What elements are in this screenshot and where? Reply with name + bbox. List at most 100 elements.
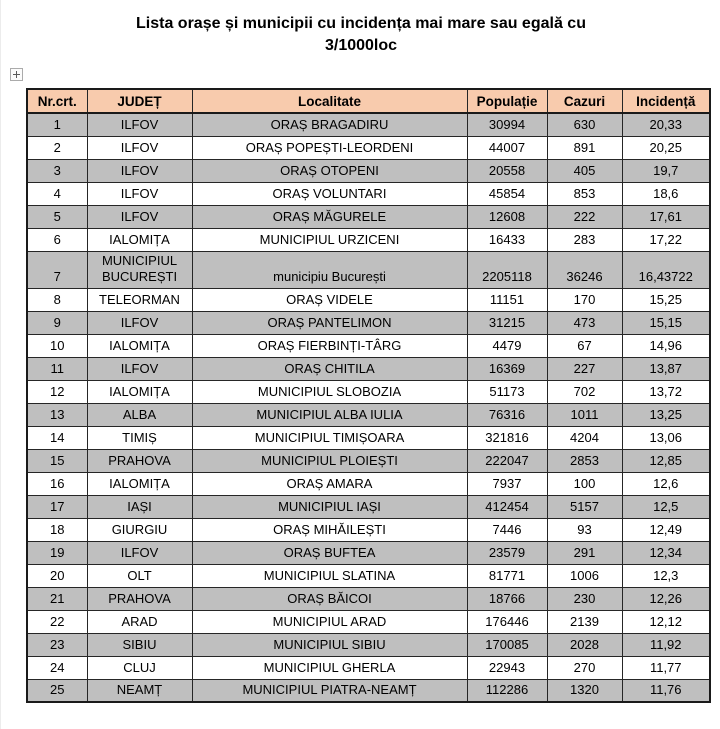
incidenta-cell: 15,15 (621, 310, 711, 335)
incidenta-cell: 12,85 (621, 448, 711, 473)
page-title: Lista orașe și municipii cu incidența ma… (1, 13, 720, 57)
row-number-cell: 6 (26, 227, 88, 252)
row-number-cell: 7 (26, 250, 88, 289)
table-row: 19 ILFOV ORAȘ BUFTEA 23579 291 12,34 (26, 540, 711, 565)
incidenta-cell: 12,49 (621, 517, 711, 542)
row-number-cell: 12 (26, 379, 88, 404)
cazuri-cell: 230 (546, 586, 623, 611)
table-row: 3 ILFOV ORAȘ OTOPENI 20558 405 19,7 (26, 158, 711, 183)
cazuri-cell: 4204 (546, 425, 623, 450)
cazuri-cell: 2139 (546, 609, 623, 634)
populatie-cell: 22943 (466, 655, 548, 680)
localitate-cell: MUNICIPIUL PLOIEȘTI (191, 448, 468, 473)
header-judet: JUDEȚ (86, 88, 193, 114)
localitate-cell: ORAȘ FIERBINȚI-TÂRG (191, 333, 468, 358)
judet-cell: MUNICIPIUL BUCUREȘTI (86, 250, 193, 289)
cazuri-cell: 5157 (546, 494, 623, 519)
table-row: 21 PRAHOVA ORAȘ BĂICOI 18766 230 12,26 (26, 586, 711, 611)
judet-cell: PRAHOVA (86, 586, 193, 611)
judet-cell: ILFOV (86, 135, 193, 160)
row-number-cell: 13 (26, 402, 88, 427)
cazuri-cell: 2028 (546, 632, 623, 657)
incidenta-cell: 15,25 (621, 287, 711, 312)
judet-cell: ILFOV (86, 181, 193, 206)
cazuri-cell: 222 (546, 204, 623, 229)
cazuri-cell: 891 (546, 135, 623, 160)
cazuri-cell: 1011 (546, 402, 623, 427)
localitate-cell: ORAȘ AMARA (191, 471, 468, 496)
table-row: 17 IAȘI MUNICIPIUL IAȘI 412454 5157 12,5 (26, 494, 711, 519)
populatie-cell: 23579 (466, 540, 548, 565)
table-row: 11 ILFOV ORAȘ CHITILA 16369 227 13,87 (26, 356, 711, 381)
populatie-cell: 170085 (466, 632, 548, 657)
table-row: 10 IALOMIȚA ORAȘ FIERBINȚI-TÂRG 4479 67 14,96 (26, 333, 711, 358)
populatie-cell: 2205118 (466, 250, 548, 289)
incidenta-cell: 11,76 (621, 678, 711, 703)
cazuri-cell: 67 (546, 333, 623, 358)
row-number-cell: 3 (26, 158, 88, 183)
localitate-cell: ORAȘ PANTELIMON (191, 310, 468, 335)
header-cazuri: Cazuri (546, 88, 623, 114)
cazuri-cell: 405 (546, 158, 623, 183)
row-number-cell: 16 (26, 471, 88, 496)
judet-cell: IALOMIȚA (86, 471, 193, 496)
cazuri-cell: 1006 (546, 563, 623, 588)
row-number-cell: 14 (26, 425, 88, 450)
table-row: 1 ILFOV ORAȘ BRAGADIRU 30994 630 20,33 (26, 112, 711, 137)
table-header: Nr.crt. JUDEȚ Localitate Populație Cazur… (26, 88, 711, 114)
row-number-cell: 17 (26, 494, 88, 519)
incidenta-cell: 11,92 (621, 632, 711, 657)
page-title-line1: Lista orașe și municipii cu incidența ma… (136, 15, 586, 32)
populatie-cell: 4479 (466, 333, 548, 358)
localitate-cell: ORAȘ MIHĂILEȘTI (191, 517, 468, 542)
table-row: 9 ILFOV ORAȘ PANTELIMON 31215 473 15,15 (26, 310, 711, 335)
localitate-cell: ORAȘ BRAGADIRU (191, 112, 468, 137)
table-row: 18 GIURGIU ORAȘ MIHĂILEȘTI 7446 93 12,49 (26, 517, 711, 542)
table-row: 4 ILFOV ORAȘ VOLUNTARI 45854 853 18,6 (26, 181, 711, 206)
header-populatie: Populație (466, 88, 548, 114)
localitate-cell: ORAȘ OTOPENI (191, 158, 468, 183)
cazuri-cell: 270 (546, 655, 623, 680)
table-row: 13 ALBA MUNICIPIUL ALBA IULIA 76316 1011 13,2… (26, 402, 711, 427)
populatie-cell: 7446 (466, 517, 548, 542)
table-move-handle-icon[interactable] (10, 68, 23, 81)
incidenta-cell: 12,34 (621, 540, 711, 565)
localitate-cell: MUNICIPIUL SIBIU (191, 632, 468, 657)
incidenta-cell: 13,72 (621, 379, 711, 404)
row-number-cell: 2 (26, 135, 88, 160)
incidenta-cell: 13,87 (621, 356, 711, 381)
table-row: 15 PRAHOVA MUNICIPIUL PLOIEȘTI 222047 2853 12… (26, 448, 711, 473)
populatie-cell: 412454 (466, 494, 548, 519)
row-number-cell: 1 (26, 112, 88, 137)
populatie-cell: 16433 (466, 227, 548, 252)
populatie-cell: 51173 (466, 379, 548, 404)
localitate-cell: ORAȘ MĂGURELE (191, 204, 468, 229)
table-row: 7 MUNICIPIUL BUCUREȘTI municipiu București… (26, 250, 711, 289)
header-nr-crt: Nr.crt. (26, 88, 88, 114)
cazuri-cell: 93 (546, 517, 623, 542)
row-number-cell: 15 (26, 448, 88, 473)
incidenta-cell: 13,06 (621, 425, 711, 450)
table-row: 25 NEAMȚ MUNICIPIUL PIATRA-NEAMȚ 112286 1320… (26, 678, 711, 703)
cazuri-cell: 283 (546, 227, 623, 252)
header-incidenta: Incidență (621, 88, 711, 114)
populatie-cell: 45854 (466, 181, 548, 206)
cazuri-cell: 630 (546, 112, 623, 137)
localitate-cell: ORAȘ POPEȘTI-LEORDENI (191, 135, 468, 160)
table-body: 1 ILFOV ORAȘ BRAGADIRU 30994 630 20,33 2 ILFOV O… (26, 112, 711, 703)
row-number-cell: 24 (26, 655, 88, 680)
row-number-cell: 21 (26, 586, 88, 611)
header-localitate: Localitate (191, 88, 468, 114)
cazuri-cell: 170 (546, 287, 623, 312)
row-number-cell: 22 (26, 609, 88, 634)
judet-cell: CLUJ (86, 655, 193, 680)
cazuri-cell: 473 (546, 310, 623, 335)
populatie-cell: 76316 (466, 402, 548, 427)
table-row: 23 SIBIU MUNICIPIUL SIBIU 170085 2028 11,92 (26, 632, 711, 657)
populatie-cell: 44007 (466, 135, 548, 160)
localitate-cell: MUNICIPIUL GHERLA (191, 655, 468, 680)
populatie-cell: 112286 (466, 678, 548, 703)
row-number-cell: 8 (26, 287, 88, 312)
populatie-cell: 20558 (466, 158, 548, 183)
